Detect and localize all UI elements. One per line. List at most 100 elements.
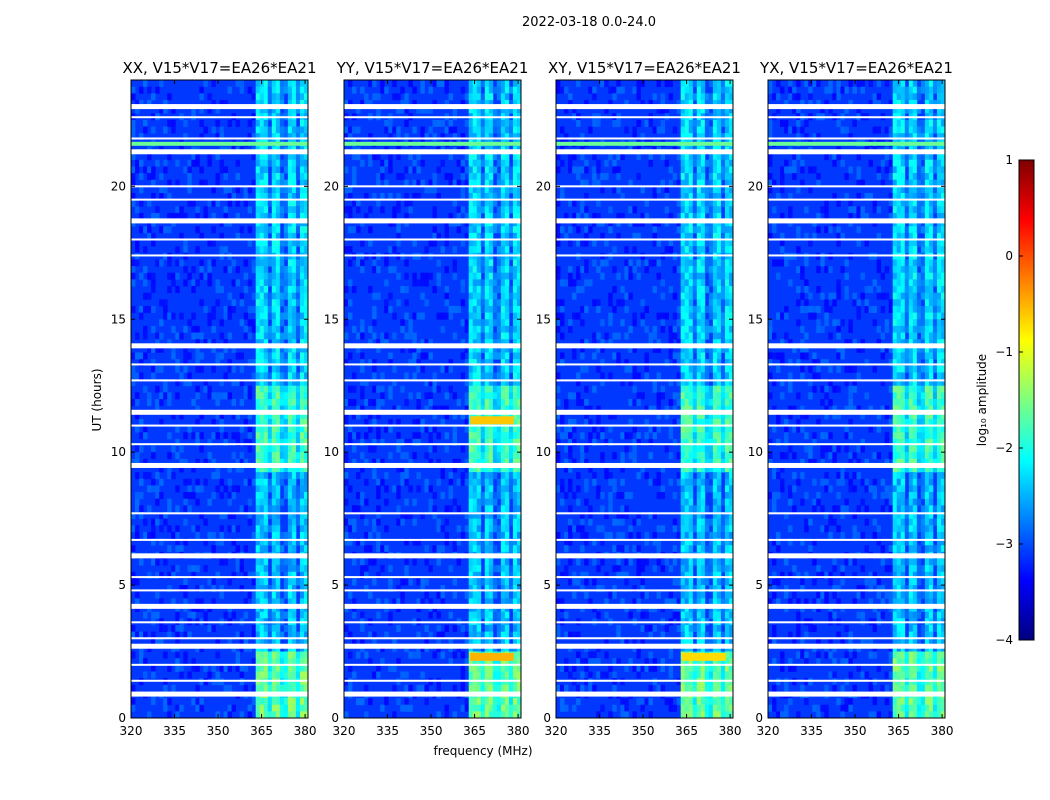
heatmap-cell (428, 392, 433, 400)
heatmap-cell (183, 166, 188, 174)
heatmap-cell (287, 186, 293, 194)
heatmap-cell (299, 624, 305, 633)
heatmap-cell (271, 545, 277, 553)
heatmap-cell (448, 385, 454, 393)
heatmap-cell (492, 412, 498, 420)
heatmap-cell (231, 525, 236, 533)
heatmap-cell (291, 591, 297, 599)
heatmap-cell (636, 93, 641, 101)
heatmap-cell (155, 159, 160, 167)
heatmap-cell (496, 445, 502, 453)
heatmap-cell (344, 319, 349, 327)
heatmap-cell (508, 684, 514, 692)
heatmap-cell (259, 638, 265, 646)
heatmap-cell (199, 259, 204, 267)
heatmap-cell (516, 332, 522, 340)
heatmap-cell (147, 505, 152, 513)
heatmap-cell (255, 445, 261, 453)
heatmap-cell (484, 99, 490, 107)
heatmap-cell (712, 106, 718, 114)
heatmap-cell (584, 279, 589, 287)
heatmap-cell (728, 259, 734, 267)
heatmap-cell (560, 352, 565, 360)
heatmap-cell (368, 226, 373, 234)
heatmap-cell (684, 199, 690, 207)
heatmap-cell (448, 658, 454, 666)
heatmap-cell (516, 319, 522, 327)
heatmap-cell (275, 598, 281, 606)
heatmap-cell (700, 80, 706, 88)
heatmap-cell (476, 332, 482, 340)
heatmap-cell (259, 119, 265, 127)
heatmap-cell (263, 339, 269, 347)
heatmap-cell (303, 624, 309, 633)
heatmap-cell (472, 558, 478, 566)
heatmap-cell (680, 173, 686, 181)
heatmap-cell (291, 93, 297, 101)
heatmap-cell (287, 591, 293, 599)
heatmap-cell (295, 432, 301, 440)
heatmap-cell (215, 399, 220, 407)
heatmap-cell (175, 286, 180, 294)
heatmap-cell (392, 93, 397, 101)
heatmap-cell (668, 325, 674, 333)
heatmap-cell (291, 531, 297, 539)
heatmap-cell (380, 332, 385, 340)
heatmap-cell (275, 86, 281, 94)
heatmap-cell (255, 545, 261, 553)
heatmap-cell (364, 432, 369, 440)
heatmap-cell (352, 578, 357, 586)
heatmap-cell (628, 292, 633, 300)
heatmap-cell (504, 399, 510, 407)
heatmap-cell (488, 624, 494, 633)
heatmap-cell (720, 332, 726, 340)
heatmap-cell (360, 266, 365, 274)
heatmap-cell (263, 578, 269, 586)
heatmap-cell (512, 578, 518, 586)
heatmap-cell (271, 445, 277, 453)
heatmap-cell (468, 432, 474, 440)
heatmap-cell (167, 212, 172, 220)
heatmap-cell (496, 126, 502, 134)
heatmap-cell (195, 365, 200, 373)
heatmap-cell (283, 624, 289, 633)
heatmap-cell (271, 359, 277, 367)
heatmap-cell (303, 478, 309, 486)
heatmap-cell (235, 465, 241, 473)
heatmap-cell (295, 159, 301, 167)
heatmap-cell (271, 305, 277, 314)
heatmap-cell (267, 133, 273, 141)
heatmap-cell (219, 159, 224, 167)
heatmap-cell (400, 578, 405, 586)
heatmap-cell (255, 226, 261, 234)
heatmap-cell (496, 438, 502, 446)
heatmap-cell (488, 246, 494, 254)
heatmap-cell (504, 173, 510, 181)
heatmap-cell (303, 585, 309, 593)
panel-title: YY, V15*V17=EA26*EA21 (336, 59, 529, 77)
heatmap-cell (468, 445, 474, 453)
heatmap-cell (267, 405, 273, 413)
heatmap-cell (496, 531, 502, 539)
heatmap-cell (239, 319, 245, 327)
heatmap-cell (504, 212, 510, 220)
heatmap-cell (508, 452, 514, 460)
heatmap-cell (500, 438, 506, 446)
heatmap-cell (303, 305, 309, 314)
heatmap-cell (360, 159, 365, 167)
heatmap-cell (476, 192, 482, 201)
heatmap-cell (696, 106, 702, 114)
heatmap-cell (271, 465, 277, 473)
heatmap-cell (155, 472, 160, 480)
heatmap-cell (271, 418, 277, 426)
heatmap-cell (620, 153, 625, 161)
heatmap-cell (472, 173, 478, 181)
heatmap-cell (424, 339, 429, 347)
heatmap-cell (500, 399, 506, 407)
heatmap-cell (135, 206, 140, 214)
heatmap-cell (299, 598, 305, 606)
heatmap-cell (283, 418, 289, 426)
heatmap-cell (472, 292, 478, 300)
heatmap-cell (412, 418, 417, 426)
